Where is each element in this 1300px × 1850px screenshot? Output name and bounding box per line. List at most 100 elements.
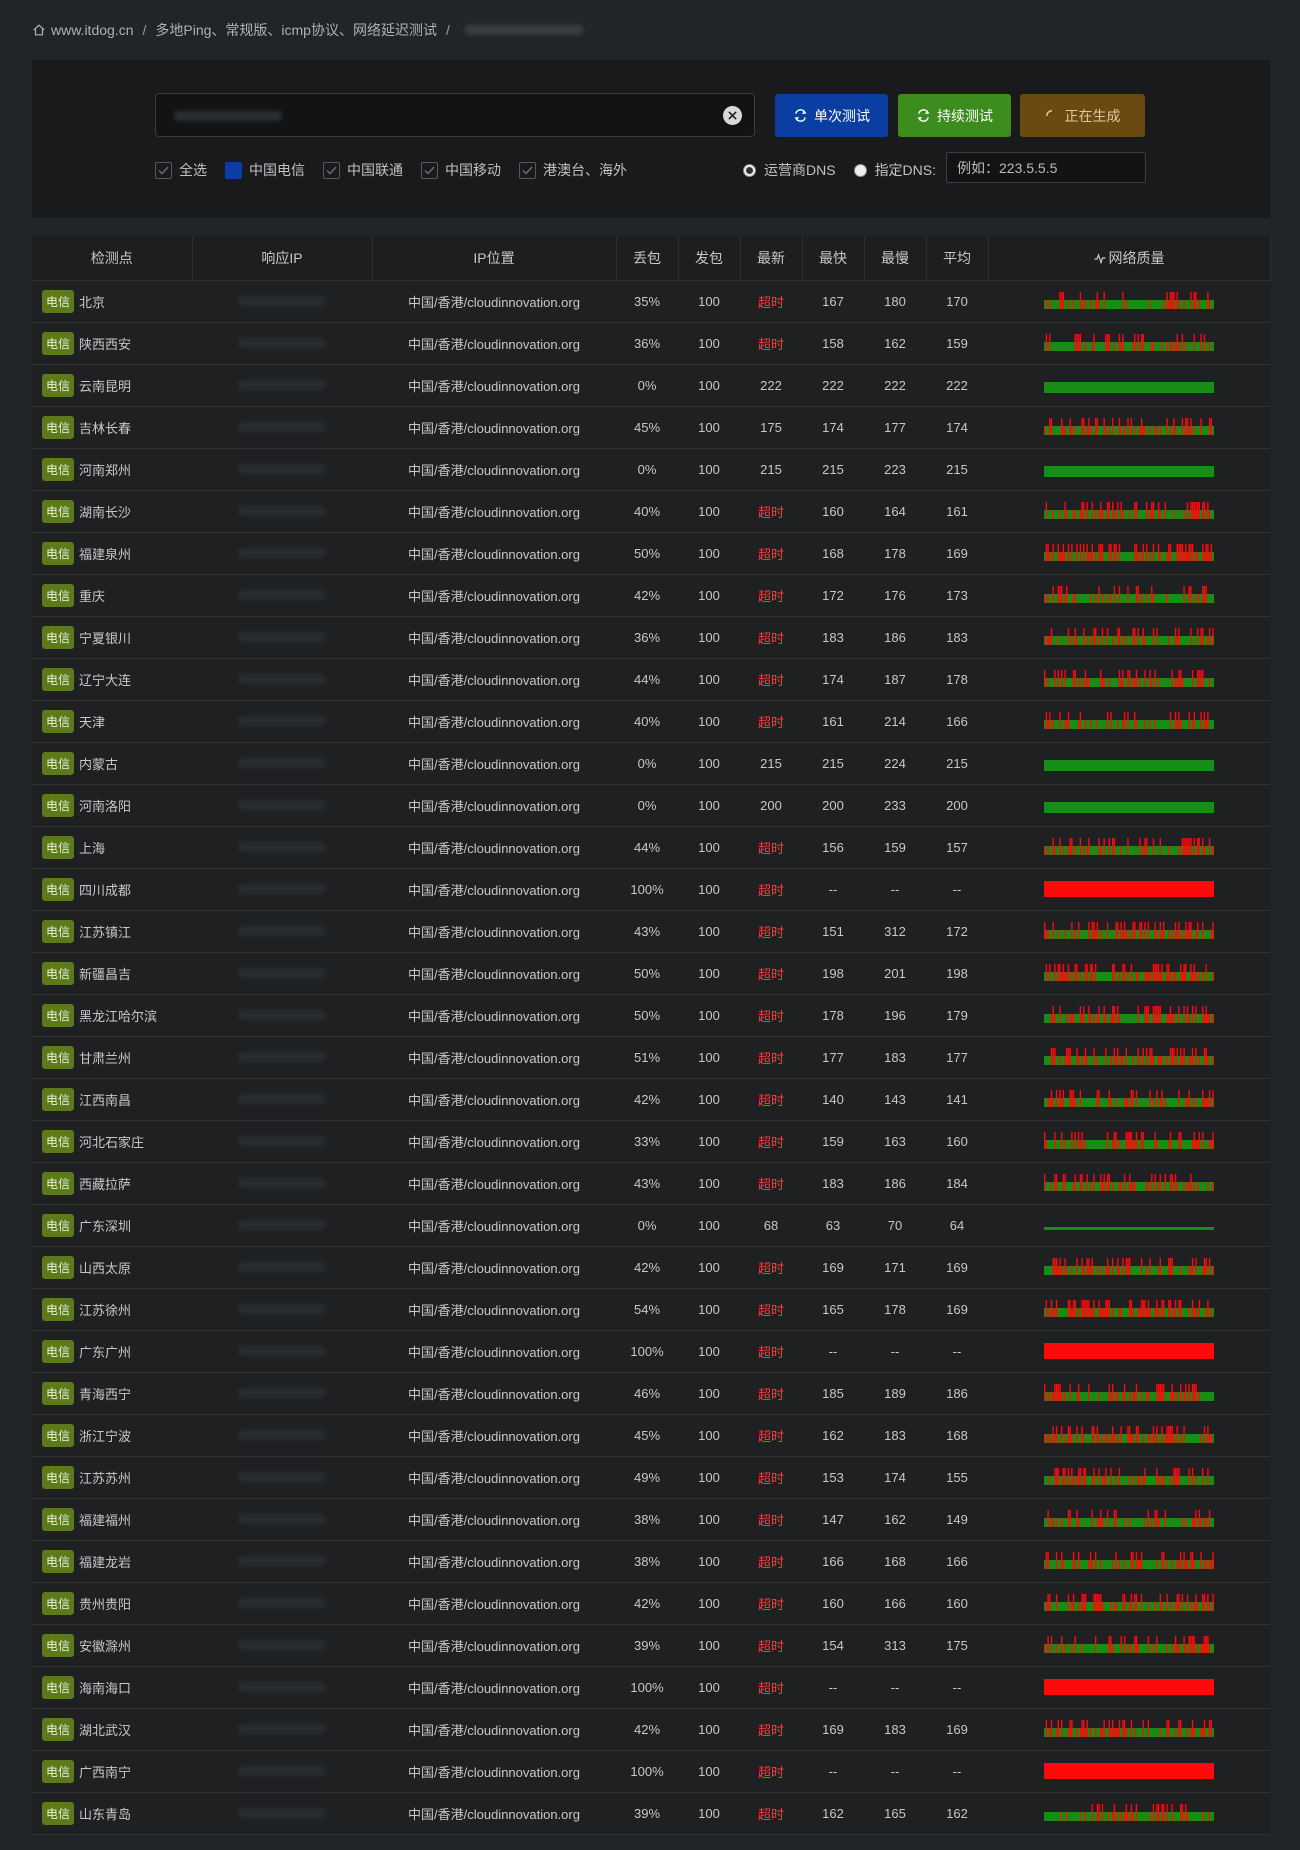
loss-tick — [1112, 964, 1114, 981]
table-row[interactable]: 电信 辽宁大连 中国/香港/cloudinnovation.org 44% 100 超时 1… — [32, 658, 1270, 701]
filter-checkbox[interactable]: 中国电信 — [225, 160, 305, 180]
table-row[interactable]: 电信 上海 中国/香港/cloudinnovation.org 44% 100 超时 156… — [32, 826, 1270, 869]
min-cell: 167 — [802, 280, 864, 323]
col-header[interactable]: 丢包 — [616, 236, 679, 281]
table-row[interactable]: 电信 江苏镇江 中国/香港/cloudinnovation.org 43% 100 超时 1… — [32, 910, 1270, 953]
col-header[interactable]: 检测点 — [32, 236, 193, 281]
table-row[interactable]: 电信 湖南长沙 中国/香港/cloudinnovation.org 40% 100 超时 1… — [32, 490, 1270, 533]
table-row[interactable]: 电信 内蒙古 中国/香港/cloudinnovation.org 0% 100 215 21… — [32, 742, 1270, 785]
filter-checkbox[interactable]: 全选 — [155, 160, 207, 180]
table-row[interactable]: 电信 黑龙江哈尔滨 中国/香港/cloudinnovation.org 50% 100 超… — [32, 994, 1270, 1037]
loss-tick — [1123, 1560, 1126, 1569]
loss-tick — [1044, 1174, 1046, 1191]
loss-tick — [1134, 628, 1136, 645]
table-row[interactable]: 电信 福建福州 中国/香港/cloudinnovation.org 38% 100 超时 1… — [32, 1498, 1270, 1541]
loss-tick — [1149, 1048, 1151, 1065]
breadcrumb-tool[interactable]: 多地Ping、常规版、icmp协议、网络延迟测试 — [155, 22, 437, 38]
col-header[interactable]: 最快 — [802, 236, 865, 281]
loss-tick — [1059, 838, 1061, 855]
isp-dns-radio[interactable]: 运营商DNS — [743, 160, 836, 180]
col-header[interactable]: IP位置 — [372, 236, 617, 281]
table-row[interactable]: 电信 青海西宁 中国/香港/cloudinnovation.org 46% 100 超时 1… — [32, 1372, 1270, 1415]
max-cell: 223 — [864, 448, 926, 491]
loss-tick — [1050, 1636, 1053, 1653]
latest-cell: 超时 — [740, 994, 802, 1037]
filter-checkbox[interactable]: 港澳台、海外 — [519, 160, 627, 180]
table-row[interactable]: 电信 海南海口 中国/香港/cloudinnovation.org 100% 100 超时… — [32, 1666, 1270, 1709]
table-row[interactable]: 电信 吉林长春 中国/香港/cloudinnovation.org 45% 100 175… — [32, 406, 1270, 449]
loss-tick — [1088, 1300, 1090, 1317]
table-row[interactable]: 电信 广东深圳 中国/香港/cloudinnovation.org 0% 100 68 63… — [32, 1204, 1270, 1247]
table-row[interactable]: 电信 河南郑州 中国/香港/cloudinnovation.org 0% 100 215 2… — [32, 448, 1270, 491]
loss-tick — [1205, 544, 1207, 561]
clear-icon[interactable] — [723, 106, 742, 125]
continuous-test-button[interactable]: 持续测试 — [898, 94, 1011, 137]
loss-tick — [1185, 1644, 1187, 1653]
table-row[interactable]: 电信 广东广州 中国/香港/cloudinnovation.org 100% 100 超时… — [32, 1330, 1270, 1373]
table-row[interactable]: 电信 北京 中国/香港/cloudinnovation.org 35% 100 超时 167… — [32, 280, 1270, 323]
table-row[interactable]: 电信 贵州贵阳 中国/香港/cloudinnovation.org 42% 100 超时 1… — [32, 1582, 1270, 1625]
loss-tick — [1197, 552, 1199, 561]
table-row[interactable]: 电信 河北石家庄 中国/香港/cloudinnovation.org 33% 100 超时… — [32, 1120, 1270, 1163]
generating-button[interactable]: 正在生成 — [1020, 94, 1145, 137]
col-header[interactable]: 最新 — [740, 236, 803, 281]
table-row[interactable]: 电信 西藏拉萨 中国/香港/cloudinnovation.org 43% 100 超时 1… — [32, 1162, 1270, 1205]
table-row[interactable]: 电信 福建龙岩 中国/香港/cloudinnovation.org 38% 100 超时 1… — [32, 1540, 1270, 1583]
table-row[interactable]: 电信 河南洛阳 中国/香港/cloudinnovation.org 0% 100 200 2… — [32, 784, 1270, 827]
breadcrumb-site[interactable]: www.itdog.cn — [51, 22, 134, 38]
home-icon[interactable] — [32, 23, 46, 37]
custom-dns-input[interactable] — [946, 152, 1146, 183]
filter-checkbox[interactable]: 中国移动 — [421, 160, 501, 180]
table-row[interactable]: 电信 天津 中国/香港/cloudinnovation.org 40% 100 超时 161… — [32, 700, 1270, 743]
col-header-quality[interactable]: 网络质量 — [988, 236, 1271, 281]
table-row[interactable]: 电信 山东青岛 中国/香港/cloudinnovation.org 39% 100 超时 1… — [32, 1792, 1270, 1835]
response-ip-cell — [192, 1456, 372, 1499]
custom-dns-radio[interactable]: 指定DNS: — [853, 160, 936, 180]
table-row[interactable]: 电信 陕西西安 中国/香港/cloudinnovation.org 36% 100 超时 1… — [32, 322, 1270, 365]
loss-tick — [1129, 1258, 1131, 1275]
table-row[interactable]: 电信 四川成都 中国/香港/cloudinnovation.org 100% 100 超时… — [32, 868, 1270, 911]
loss-tick — [1202, 972, 1204, 981]
loss-tick — [1176, 1594, 1178, 1611]
table-row[interactable]: 电信 江苏徐州 中国/香港/cloudinnovation.org 54% 100 超时 1… — [32, 1288, 1270, 1331]
single-test-button[interactable]: 单次测试 — [775, 94, 888, 137]
probe-cell: 电信 湖北武汉 — [32, 1708, 192, 1751]
table-row[interactable]: 电信 甘肃兰州 中国/香港/cloudinnovation.org 51% 100 超时 1… — [32, 1036, 1270, 1079]
isp-badge: 电信 — [42, 1381, 75, 1405]
table-row[interactable]: 电信 湖北武汉 中国/香港/cloudinnovation.org 42% 100 超时 1… — [32, 1708, 1270, 1751]
loss-tick — [1178, 544, 1180, 561]
loss-tick — [1176, 1560, 1178, 1569]
loss-tick — [1129, 1132, 1131, 1149]
table-row[interactable]: 电信 浙江宁波 中国/香港/cloudinnovation.org 45% 100 超时 1… — [32, 1414, 1270, 1457]
col-header[interactable]: 响应IP — [192, 236, 373, 281]
probe-cell: 电信 云南昆明 — [32, 364, 192, 407]
loss-tick — [1190, 964, 1192, 981]
table-row[interactable]: 电信 重庆 中国/香港/cloudinnovation.org 42% 100 超时 172… — [32, 574, 1270, 617]
loss-tick — [1057, 636, 1059, 645]
table-row[interactable]: 电信 宁夏银川 中国/香港/cloudinnovation.org 36% 100 超时 1… — [32, 616, 1270, 659]
table-row[interactable]: 电信 新疆昌吉 中国/香港/cloudinnovation.org 50% 100 超时 1… — [32, 952, 1270, 995]
table-row[interactable]: 电信 安徽滁州 中国/香港/cloudinnovation.org 39% 100 超时 1… — [32, 1624, 1270, 1667]
table-row[interactable]: 电信 广西南宁 中国/香港/cloudinnovation.org 100% 100 超时… — [32, 1750, 1270, 1793]
col-header[interactable]: 最慢 — [864, 236, 927, 281]
max-cell: 70 — [864, 1204, 926, 1247]
table-row[interactable]: 电信 江西南昌 中国/香港/cloudinnovation.org 42% 100 超时 1… — [32, 1078, 1270, 1121]
filter-checkbox[interactable]: 中国联通 — [323, 160, 403, 180]
loss-tick — [1198, 972, 1201, 981]
table-row[interactable]: 电信 江苏苏州 中国/香港/cloudinnovation.org 49% 100 超时 1… — [32, 1456, 1270, 1499]
loss-tick — [1178, 712, 1180, 729]
loss-tick — [1072, 1476, 1075, 1485]
ip-location-cell: 中国/香港/cloudinnovation.org — [372, 1792, 616, 1835]
loss-tick — [1202, 1090, 1204, 1107]
loss-tick — [1067, 1510, 1070, 1527]
loss-tick — [1169, 712, 1172, 729]
loss-tick — [1178, 1468, 1180, 1485]
table-row[interactable]: 电信 福建泉州 中国/香港/cloudinnovation.org 50% 100 超时 1… — [32, 532, 1270, 575]
loss-tick — [1045, 964, 1048, 981]
table-row[interactable]: 电信 山西太原 中国/香港/cloudinnovation.org 42% 100 超时 1… — [32, 1246, 1270, 1289]
col-header[interactable]: 平均 — [926, 236, 989, 281]
col-header[interactable]: 发包 — [678, 236, 741, 281]
loss-tick — [1159, 972, 1161, 981]
loss-tick — [1095, 628, 1097, 645]
table-row[interactable]: 电信 云南昆明 中国/香港/cloudinnovation.org 0% 100 222 2… — [32, 364, 1270, 407]
